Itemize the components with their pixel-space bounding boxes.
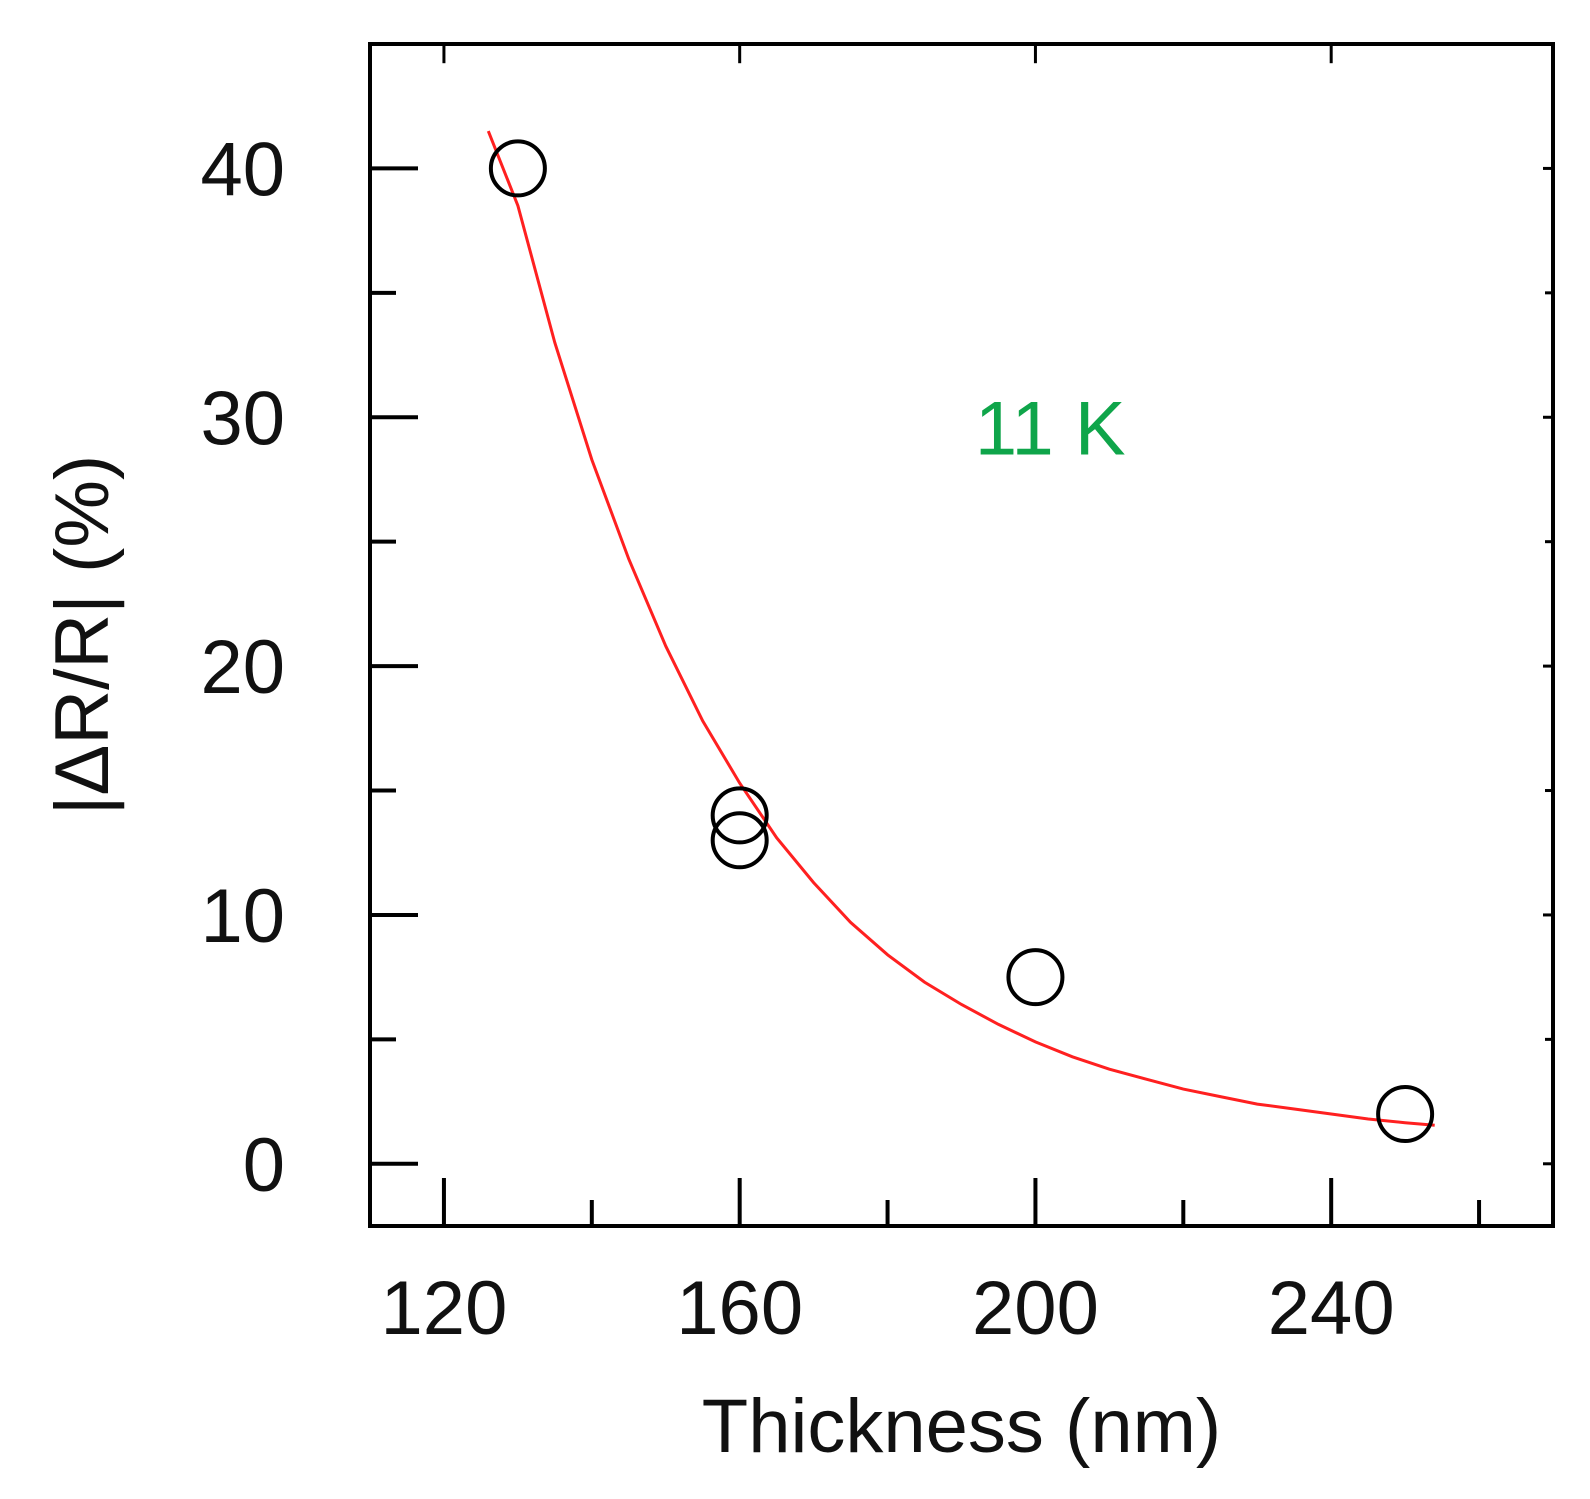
y-tick-label: 40 xyxy=(200,127,285,212)
temperature-annotation: 11 K xyxy=(975,387,1126,472)
y-axis-label: |ΔR/R| (%) xyxy=(40,455,125,815)
y-tick-label: 20 xyxy=(200,625,285,710)
y-tick-label: 10 xyxy=(200,874,285,959)
y-tick-label: 30 xyxy=(200,376,285,461)
data-point xyxy=(710,786,769,845)
x-axis-label: Thickness (nm) xyxy=(702,1384,1221,1469)
x-tick-label: 200 xyxy=(972,1266,1099,1351)
x-tick-label: 160 xyxy=(676,1266,803,1351)
plot-frame xyxy=(368,42,1555,1228)
x-tick-label: 240 xyxy=(1268,1266,1395,1351)
data-point xyxy=(488,139,547,198)
x-tick-label: 120 xyxy=(381,1266,508,1351)
fit-curve xyxy=(486,130,1435,1127)
data-point xyxy=(1006,948,1065,1007)
y-tick-label: 0 xyxy=(243,1123,285,1208)
data-point xyxy=(1376,1085,1435,1144)
data-point xyxy=(710,811,769,870)
